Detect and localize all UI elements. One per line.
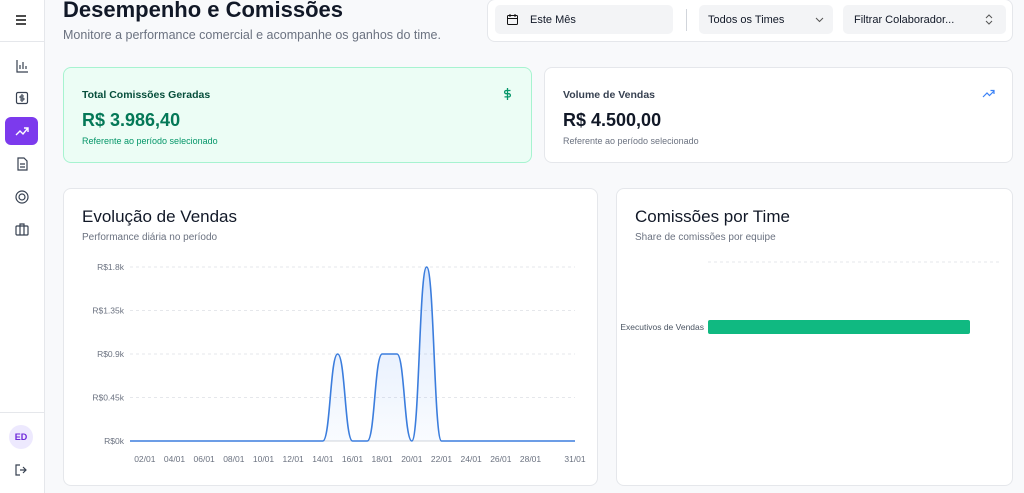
y-tick-label: R$0k <box>104 436 125 446</box>
card-note: Referente ao período selecionado <box>563 136 699 146</box>
logout-icon[interactable] <box>15 464 27 476</box>
y-tick-label: R$0.45k <box>92 393 124 403</box>
sidebar: ED <box>0 0 45 493</box>
x-tick-label: 28/01 <box>520 454 542 464</box>
filter-bar: Este Mês Todos os Times Filtrar Colabora… <box>487 0 1013 42</box>
team-label: Todos os Times <box>708 13 785 26</box>
period-filter[interactable]: Este Mês <box>495 5 673 34</box>
menu-icon[interactable] <box>15 14 27 26</box>
x-tick-label: 16/01 <box>342 454 364 464</box>
page-title: Desempenho e Comissões <box>63 0 343 22</box>
x-tick-label: 31/01 <box>564 454 586 464</box>
nav-documents[interactable] <box>5 150 38 178</box>
divider <box>686 9 687 31</box>
card-label: Volume de Vendas <box>563 89 656 101</box>
chart-subtitle: Performance diária no período <box>82 232 218 243</box>
divider <box>0 412 44 413</box>
x-tick-label: 20/01 <box>401 454 423 464</box>
nav-finance[interactable] <box>5 84 38 112</box>
nav-teams[interactable] <box>5 215 38 243</box>
page-subtitle: Monitore a performance comercial e acomp… <box>63 28 441 42</box>
y-tick-label: R$1.8k <box>97 262 125 272</box>
x-tick-label: 04/01 <box>164 454 186 464</box>
chart-subtitle: Share de comissões por equipe <box>635 232 776 243</box>
commission-card: Total Comissões Geradas R$ 3.986,40 Refe… <box>63 67 532 163</box>
team-filter[interactable]: Todos os Times <box>699 5 833 34</box>
chart-title: Evolução de Vendas <box>82 207 238 226</box>
y-tick-label-box: Executivos de Vendas <box>620 322 704 332</box>
line <box>130 266 575 442</box>
x-tick-label: 22/01 <box>431 454 453 464</box>
y-tick-label: R$1.35k <box>92 306 124 316</box>
card-note: Referente ao período selecionado <box>82 136 218 146</box>
collaborator-label: Filtrar Colaborador... <box>854 13 955 26</box>
nav-reports[interactable] <box>5 52 38 80</box>
x-tick-label: 08/01 <box>223 454 245 464</box>
sales-card: Volume de Vendas R$ 4.500,00 Referente a… <box>544 67 1013 163</box>
x-tick-label: 06/01 <box>194 454 216 464</box>
period-label: Este Mês <box>530 13 576 26</box>
trend-icon <box>982 89 995 98</box>
card-value: R$ 3.986,40 <box>82 110 181 130</box>
nav-performance[interactable] <box>5 117 38 145</box>
y-tick-label: Executivos de Vendas <box>620 322 704 332</box>
x-tick-label: 18/01 <box>372 454 394 464</box>
chart-title: Comissões por Time <box>635 207 790 226</box>
x-tick-label: 26/01 <box>490 454 512 464</box>
x-tick-label: 24/01 <box>461 454 483 464</box>
bar <box>708 320 970 334</box>
nav-goals[interactable] <box>5 183 38 211</box>
x-tick-label: 10/01 <box>253 454 275 464</box>
y-tick-label: R$0.9k <box>97 349 125 359</box>
teams-panel: Comissões por Time Share de comissões po… <box>616 188 1013 486</box>
avatar[interactable]: ED <box>9 425 33 449</box>
divider <box>0 41 44 42</box>
card-label: Total Comissões Geradas <box>82 89 211 101</box>
x-tick-label: 14/01 <box>312 454 334 464</box>
dollar-icon <box>504 88 511 100</box>
x-tick-label: 02/01 <box>134 454 156 464</box>
card-value: R$ 4.500,00 <box>563 110 662 130</box>
collaborator-filter[interactable]: Filtrar Colaborador... <box>843 5 1006 34</box>
x-tick-label: 12/01 <box>283 454 305 464</box>
